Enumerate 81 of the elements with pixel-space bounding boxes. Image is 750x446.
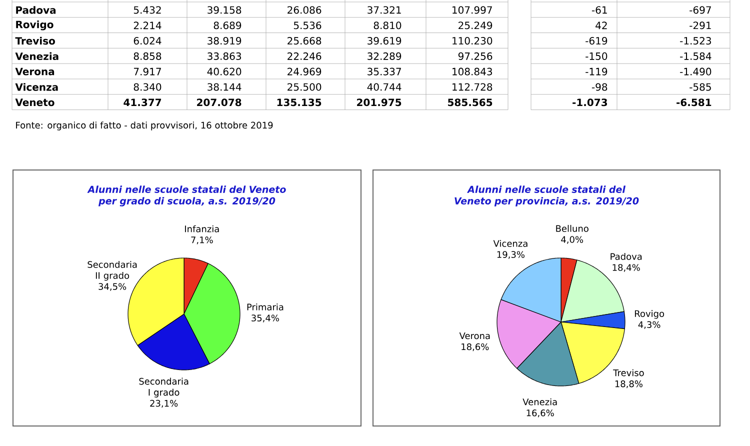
slice-label: Rovigo — [634, 310, 664, 319]
text: -1.073 — [572, 98, 608, 106]
text: 40.744 — [367, 83, 402, 91]
text: 585.565 — [448, 98, 492, 106]
text: 5.432 — [134, 6, 161, 14]
text: 25.668 — [288, 36, 322, 45]
text: -150 — [586, 52, 608, 60]
text: 112.728 — [452, 83, 492, 91]
text: 25.249 — [458, 22, 492, 30]
data-label: 18,4% — [612, 264, 640, 272]
text: Padova — [16, 6, 56, 14]
text: Venezia — [15, 52, 58, 60]
text: -61 — [592, 6, 607, 14]
text: 24.969 — [288, 68, 322, 76]
chart-title: Alunni nelle scuole statali del Veneto per provincia, a.s. 2019/20 — [454, 186, 639, 206]
text: 39.158 — [208, 6, 242, 14]
slice-label: Primaria — [247, 303, 284, 310]
text: 25.500 — [288, 83, 322, 91]
text: 2.214 — [134, 22, 162, 30]
text: Veneto — [15, 98, 54, 106]
text: -119 — [586, 68, 608, 76]
data-label: 23,1% — [150, 400, 178, 408]
text: -585 — [690, 83, 711, 91]
text: 5.536 — [294, 22, 322, 30]
text: Treviso — [15, 36, 55, 45]
text: 110.230 — [452, 36, 492, 45]
text: 8.340 — [134, 83, 162, 91]
text: 42 — [596, 22, 607, 30]
text: Vicenza — [15, 83, 58, 91]
text: -6.581 — [676, 98, 712, 106]
text: -1.523 — [680, 36, 711, 45]
data-label: 34,5% — [98, 283, 126, 291]
text: 97.256 — [458, 52, 492, 60]
text: 201.975 — [357, 98, 402, 106]
text: 135.135 — [277, 98, 322, 106]
data-label: 4,3% — [638, 321, 660, 329]
slice-label: Treviso — [613, 369, 644, 376]
text: 38.919 — [208, 36, 242, 45]
text: 35.337 — [368, 68, 401, 76]
text: 37.321 — [368, 6, 401, 14]
text: 38.144 — [208, 83, 242, 91]
text: 32.289 — [368, 52, 402, 60]
text: 39.619 — [368, 36, 402, 45]
text: 108.843 — [452, 68, 492, 76]
text: 7.917 — [134, 68, 161, 76]
data-label: 4,0% — [561, 236, 584, 244]
text: Verona — [15, 68, 54, 76]
slice-label: Infanzia — [185, 225, 219, 232]
text: -697 — [690, 6, 711, 14]
text: 8.858 — [134, 52, 162, 60]
data-label: 18,6% — [462, 343, 489, 352]
text: -1.490 — [680, 68, 712, 76]
slice-label: Vicenza — [493, 240, 528, 247]
data-label: 18,8% — [615, 380, 643, 388]
text: 40.620 — [207, 68, 242, 76]
source-note: Fonte: organico di fatto - dati provvisori, 16 ottobre 2019 — [16, 122, 273, 130]
data-label: 7,1% — [191, 236, 213, 244]
slice-label: Venezia — [522, 398, 557, 406]
text: -291 — [690, 22, 711, 30]
data-label: 35,4% — [252, 314, 280, 322]
text: -619 — [586, 36, 608, 45]
text: 107.997 — [452, 6, 492, 14]
chart-title: Alunni nelle scuole statali del Veneto per grado di scuola, a.s. 2019/20 — [87, 186, 286, 206]
slice-label: Secondaria I grado — [139, 378, 188, 398]
text: 41.377 — [124, 98, 162, 106]
slice-label: Padova — [610, 252, 642, 260]
slice-label: Secondaria II grado — [88, 260, 137, 281]
slice-label: Belluno — [556, 224, 588, 232]
slice-label: Verona — [459, 332, 490, 340]
text: 22.246 — [288, 52, 322, 60]
text: -1.584 — [680, 52, 712, 60]
data-label: 19,3% — [497, 251, 525, 259]
text: 8.810 — [374, 22, 402, 30]
data-label: 16,6% — [526, 410, 554, 418]
text: 6.024 — [134, 36, 162, 45]
text: 33.863 — [208, 52, 242, 60]
text: -98 — [592, 83, 608, 91]
text: 207.078 — [197, 98, 242, 106]
text: 8.689 — [214, 22, 242, 30]
text: 26.086 — [288, 6, 322, 14]
text: Rovigo — [16, 20, 54, 30]
